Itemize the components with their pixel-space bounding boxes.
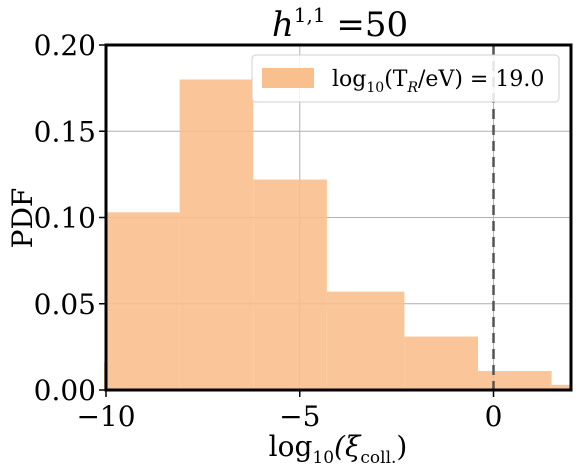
y-tick-label-4: 0.20 — [34, 29, 96, 62]
xlabel-sub10: 10 — [312, 448, 334, 468]
y-tick-label-1: 0.05 — [34, 288, 96, 321]
histogram-bar-1 — [106, 212, 180, 390]
x-tick-label-2: 0 — [485, 400, 503, 433]
y-tick-label-2: 0.10 — [34, 202, 96, 235]
xlabel-mid: (ξ — [334, 430, 362, 463]
legend-box — [251, 54, 560, 103]
title-base: h — [272, 5, 294, 45]
legend-label: log10(TR/eV) = 19.0 — [332, 67, 544, 96]
x-ticks: −10 −5 0 — [76, 390, 502, 433]
y-tick-label-3: 0.15 — [34, 115, 96, 148]
histogram-bar-5 — [404, 336, 478, 390]
y-axis-label: PDF — [6, 188, 39, 249]
x-tick-label-1: −5 — [279, 400, 320, 433]
y-tick-label-0: 0.00 — [34, 374, 96, 407]
legend: log10(TR/eV) = 19.0 — [251, 54, 560, 103]
x-tick-label-0: −10 — [76, 400, 135, 433]
legend-sub10: 10 — [366, 80, 384, 96]
title-tail: =50 — [326, 5, 409, 45]
legend-subR: R — [406, 80, 418, 96]
bars-layer — [104, 79, 571, 390]
y-ticks: 0.00 0.05 0.10 0.15 0.20 — [34, 29, 106, 407]
histogram-bar-4 — [326, 291, 405, 390]
histogram-bar-7 — [551, 384, 571, 390]
xlabel-log: log — [269, 430, 313, 463]
xlabel-subcoll: coll. — [360, 448, 396, 468]
title-superscript: 1,1 — [294, 3, 326, 27]
histogram-bar-6 — [478, 371, 552, 390]
legend-post: /eV) = 19.0 — [418, 67, 544, 92]
histogram-bar-2 — [179, 79, 254, 390]
x-axis-label: log10(ξcoll.) — [269, 430, 408, 468]
chart-title: h1,1 =50 — [272, 3, 408, 45]
histogram-bar-3 — [253, 179, 327, 390]
legend-swatch — [262, 68, 314, 88]
plot-frame — [104, 43, 573, 392]
legend-log: log — [332, 67, 366, 92]
xlabel-post: ) — [396, 430, 407, 463]
legend-mid: (T — [384, 67, 408, 92]
